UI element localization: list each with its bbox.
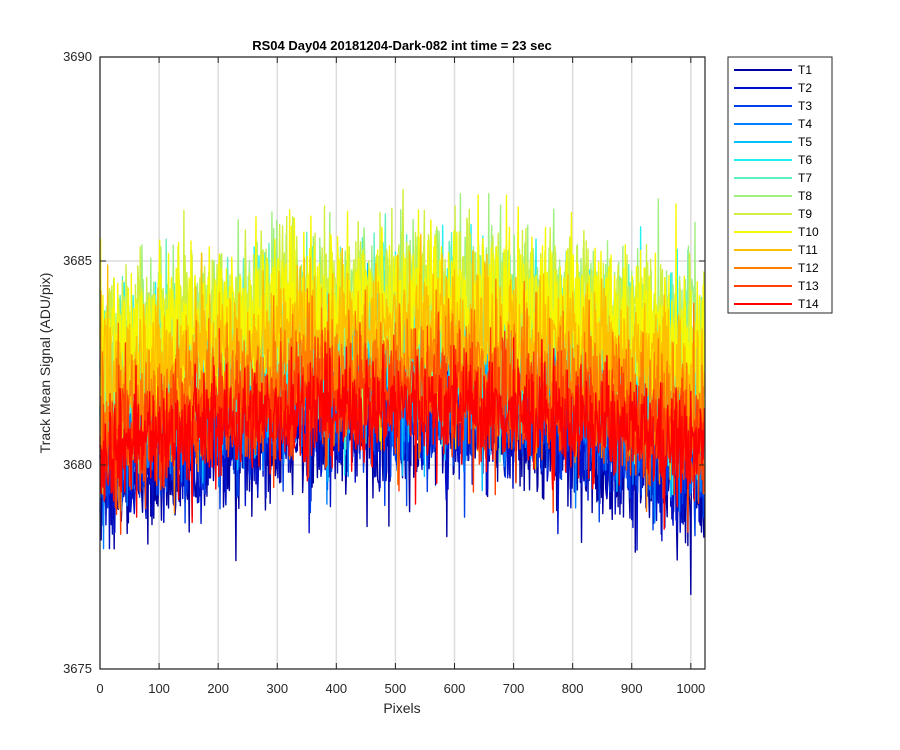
x-tick-label-400: 400 — [325, 681, 347, 696]
x-tick-label-500: 500 — [385, 681, 407, 696]
x-tick-label-0: 0 — [96, 681, 103, 696]
x-axis-label: Pixels — [383, 700, 420, 716]
x-tick-label-600: 600 — [444, 681, 466, 696]
legend-label-t11: T11 — [798, 243, 818, 257]
legend-label-t14: T14 — [798, 297, 819, 311]
legend-label-t10: T10 — [798, 225, 819, 239]
legend-label-t13: T13 — [798, 279, 819, 293]
plot-frame — [99, 56, 706, 670]
legend-label-t1: T1 — [798, 63, 812, 77]
legend-label-t2: T2 — [798, 81, 812, 95]
legend-label-t8: T8 — [798, 189, 812, 203]
x-tick-label-700: 700 — [503, 681, 525, 696]
x-tick-label-800: 800 — [562, 681, 584, 696]
y-tick-label-3690: 3690 — [63, 49, 92, 64]
legend-label-t4: T4 — [798, 117, 812, 131]
legend-label-t5: T5 — [798, 135, 812, 149]
y-tick-label-3675: 3675 — [63, 661, 92, 676]
x-tick-label-100: 100 — [148, 681, 170, 696]
x-tick-label-200: 200 — [207, 681, 229, 696]
legend: T1 T2 T3 T4 T5 T6 T7 T8 T9 T10 T11 T12 T13 T14 — [727, 56, 833, 314]
legend-box — [727, 56, 833, 314]
chart-title: RS04 Day04 20181204-Dark-082 int time = … — [252, 38, 552, 53]
y-tick-label-3680: 3680 — [63, 457, 92, 472]
axis-ticks: 0 100 200 300 400 500 600 700 800 900 1000 3675 3680… — [63, 49, 705, 696]
legend-label-t9: T9 — [798, 207, 812, 221]
y-tick-label-3685: 3685 — [63, 253, 92, 268]
x-tick-label-1000: 1000 — [676, 681, 705, 696]
legend-label-t3: T3 — [798, 99, 812, 113]
legend-label-t6: T6 — [798, 153, 812, 167]
legend-label-t7: T7 — [798, 171, 812, 185]
legend-label-t12: T12 — [798, 261, 819, 275]
x-tick-label-300: 300 — [266, 681, 288, 696]
series-line-t14 — [99, 337, 706, 530]
y-axis-label: Track Mean Signal (ADU/pix) — [37, 273, 53, 454]
series-layer — [99, 188, 706, 596]
x-tick-label-900: 900 — [621, 681, 643, 696]
